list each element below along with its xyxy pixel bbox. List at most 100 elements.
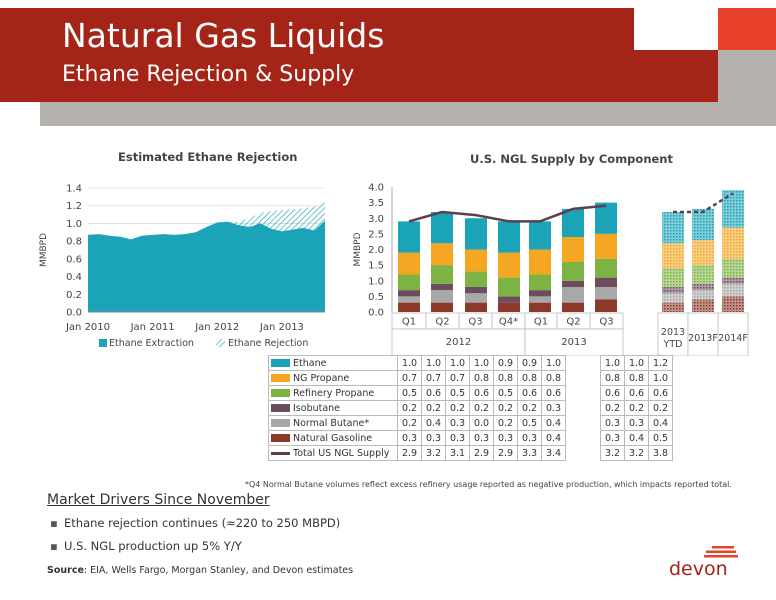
y-tick-label: 1.0 [368, 276, 384, 287]
bar-segment [431, 243, 453, 266]
category-label: Q4* [499, 317, 518, 328]
category-label: 2014F [718, 333, 748, 344]
table-row-label: Normal Butane* [268, 415, 398, 431]
bar-segment [498, 221, 520, 253]
table-cell: 0.4 [648, 415, 673, 431]
rejection-chart-title: Estimated Ethane Rejection [118, 150, 298, 164]
ngl-supply-table: Ethane 1.0 1.0 1.0 1.0 0.9 0.9 1.0 1.0 1.0 1.2 NG P… [268, 355, 673, 461]
table-row-label: Natural Gasoline [268, 430, 398, 446]
legend-swatch [271, 374, 290, 382]
table-cell: 3.2 [421, 445, 446, 461]
bar-segment [722, 227, 744, 259]
table-cell: 0.4 [541, 415, 566, 431]
bar-segment [465, 271, 487, 287]
table-cell: 3.3 [517, 445, 542, 461]
category-label: Q1 [402, 317, 416, 328]
category-label: Q2 [435, 317, 449, 328]
forecast-category-cell [657, 312, 689, 356]
bar-segment [431, 265, 453, 284]
series-total-forecast-line [673, 192, 734, 214]
bar-segment [562, 237, 584, 262]
table-cell: 0.2 [624, 400, 649, 416]
table-row: Refinery Propane 0.5 0.6 0.5 0.6 0.5 0.6 0.6 0.6… [268, 385, 673, 401]
y-tick-label: 0.4 [66, 272, 82, 283]
bar-segment [529, 274, 551, 291]
table-cell: 0.2 [397, 400, 422, 416]
table-cell: 1.0 [624, 355, 649, 371]
forecast-category-cell [687, 312, 719, 356]
y-tick-label: 0.5 [368, 292, 384, 303]
table-cell: 0.5 [517, 415, 542, 431]
table-cell: 0.5 [397, 385, 422, 401]
table-cell: 0.3 [600, 430, 625, 446]
table-cell: 3.1 [445, 445, 470, 461]
series-name: Refinery Propane [293, 387, 375, 399]
y-tick-label: 1.5 [368, 261, 384, 272]
table-cell: 0.8 [541, 370, 566, 386]
table-cell: 0.3 [397, 430, 422, 446]
bar-segment [722, 283, 744, 297]
table-cell: 0.2 [493, 415, 518, 431]
bar-segment [498, 296, 520, 303]
table-cell: 0.2 [648, 400, 673, 416]
group-cell [524, 328, 624, 356]
bar-segment [595, 202, 617, 234]
table-cell: 2.9 [397, 445, 422, 461]
table-cell: 1.2 [648, 355, 673, 371]
bar-segment [431, 302, 453, 312]
bar-segment [722, 190, 744, 228]
table-cell: 0.4 [421, 415, 446, 431]
table-cell: 0.5 [445, 385, 470, 401]
market-driver-bullet: U.S. NGL production up 5% Y/Y [50, 539, 242, 553]
series-name: Normal Butane* [293, 417, 370, 429]
table-cell: 1.0 [469, 355, 494, 371]
bar-segment [562, 302, 584, 312]
bar-segment [398, 252, 420, 275]
header-banner-red [0, 8, 634, 102]
table-cell: 0.2 [469, 400, 494, 416]
table-row: Total US NGL Supply 2.9 3.2 3.1 2.9 2.9 3.3 3.4… [268, 445, 673, 461]
table-cell: 0.7 [421, 370, 446, 386]
table-cell: 0.4 [541, 430, 566, 446]
table-cell: 0.3 [469, 430, 494, 446]
table-cell: 0.7 [445, 370, 470, 386]
table-row-label: Isobutane [268, 400, 398, 416]
bar-segment [431, 283, 453, 291]
table-cell: 1.0 [397, 355, 422, 371]
category-label: Q3 [599, 317, 613, 328]
series-name: Isobutane [293, 402, 341, 414]
table-cell: 0.6 [421, 385, 446, 401]
source-text: : EIA, Wells Fargo, Morgan Stanley, and … [83, 565, 354, 576]
table-cell: 0.5 [648, 430, 673, 446]
table-cell: 0.2 [493, 400, 518, 416]
market-driver-bullet: Ethane rejection continues (≈220 to 250 … [50, 516, 340, 530]
bar-segment [398, 290, 420, 297]
bar-segment [498, 252, 520, 278]
table-cell: 1.0 [541, 355, 566, 371]
table-row: Natural Gasoline 0.3 0.3 0.3 0.3 0.3 0.3 0.4 0.3… [268, 430, 673, 446]
bar-segment [662, 293, 684, 303]
table-cell: 1.0 [421, 355, 446, 371]
bar-segment [431, 212, 453, 244]
table-cell: 1.0 [648, 370, 673, 386]
bar-segment [662, 302, 684, 312]
x-tick-label: Jan 2013 [259, 322, 304, 333]
y-tick-label: 0.0 [66, 308, 82, 319]
bar-segment [692, 208, 714, 241]
series-ethane-extraction-area [88, 220, 325, 312]
y-tick-label: 4.0 [368, 183, 384, 194]
table-gap [566, 416, 601, 431]
table-cell: 0.3 [445, 430, 470, 446]
table-cell: 0.6 [648, 385, 673, 401]
market-drivers-heading: Market Drivers Since November [47, 492, 270, 508]
bar-segment [498, 277, 520, 297]
y-axis-label: MMBPD [39, 233, 49, 267]
bar-segment [529, 296, 551, 303]
bar-segment [562, 287, 584, 303]
table-cell: 0.8 [624, 370, 649, 386]
y-tick-label: 3.5 [368, 198, 384, 209]
legend-swatch [271, 389, 290, 397]
bar-segment [595, 277, 617, 287]
table-row-label: Total US NGL Supply [268, 445, 398, 461]
table-cell: 2.9 [469, 445, 494, 461]
